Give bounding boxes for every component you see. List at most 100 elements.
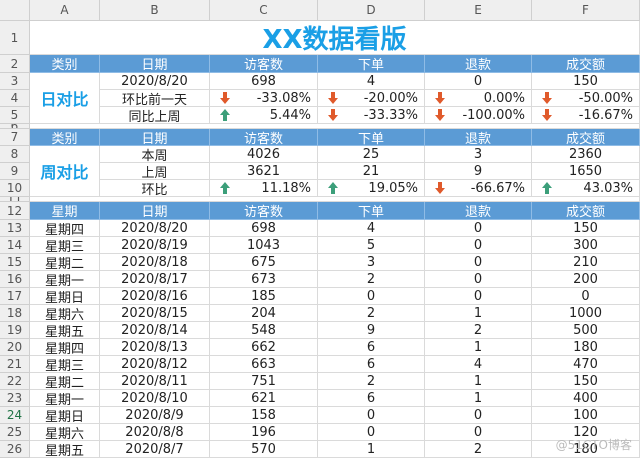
- cell[interactable]: -50.00%: [532, 90, 640, 107]
- cell[interactable]: 180: [532, 339, 640, 356]
- cell[interactable]: 2020/8/10: [100, 390, 210, 407]
- cell[interactable]: 4: [318, 220, 425, 237]
- cell[interactable]: 2020/8/18: [100, 254, 210, 271]
- cell[interactable]: 196: [210, 424, 318, 441]
- cell[interactable]: 0: [318, 424, 425, 441]
- cell[interactable]: 2: [318, 305, 425, 322]
- cell[interactable]: 4026: [210, 146, 318, 163]
- cell[interactable]: 0: [425, 271, 532, 288]
- row-header[interactable]: 10: [0, 180, 30, 197]
- cell[interactable]: 星期一: [30, 271, 100, 288]
- cell[interactable]: 6: [318, 339, 425, 356]
- row-header[interactable]: 21: [0, 356, 30, 373]
- cell[interactable]: 0: [425, 288, 532, 305]
- cell[interactable]: 2020/8/12: [100, 356, 210, 373]
- cell[interactable]: 星期二: [30, 373, 100, 390]
- row-header[interactable]: 11: [0, 197, 30, 202]
- cell[interactable]: 663: [210, 356, 318, 373]
- cell[interactable]: 9: [425, 163, 532, 180]
- cell[interactable]: 星期三: [30, 237, 100, 254]
- cell[interactable]: 9: [318, 322, 425, 339]
- cell[interactable]: 本周: [100, 146, 210, 163]
- cell[interactable]: 185: [210, 288, 318, 305]
- cell[interactable]: 2020/8/8: [100, 424, 210, 441]
- row-header[interactable]: 6: [0, 124, 30, 129]
- cell[interactable]: 0: [425, 237, 532, 254]
- row-header[interactable]: 14: [0, 237, 30, 254]
- row-header[interactable]: 13: [0, 220, 30, 237]
- cell[interactable]: 2360: [532, 146, 640, 163]
- cell[interactable]: 673: [210, 271, 318, 288]
- row-header[interactable]: 17: [0, 288, 30, 305]
- cell[interactable]: 0: [425, 254, 532, 271]
- cell[interactable]: 1: [425, 390, 532, 407]
- cell[interactable]: 环比: [100, 180, 210, 197]
- cell[interactable]: 2: [318, 271, 425, 288]
- cell[interactable]: 5: [318, 237, 425, 254]
- cell[interactable]: 1: [318, 441, 425, 458]
- cell[interactable]: 0: [532, 288, 640, 305]
- row-header[interactable]: 26: [0, 441, 30, 458]
- cell[interactable]: 2020/8/20: [100, 220, 210, 237]
- column-header[interactable]: F: [532, 0, 640, 21]
- cell[interactable]: 548: [210, 322, 318, 339]
- cell[interactable]: 11.18%: [210, 180, 318, 197]
- cell[interactable]: 21: [318, 163, 425, 180]
- cell[interactable]: -20.00%: [318, 90, 425, 107]
- column-header[interactable]: C: [210, 0, 318, 21]
- cell[interactable]: 400: [532, 390, 640, 407]
- cell[interactable]: 星期六: [30, 305, 100, 322]
- cell[interactable]: 0: [318, 288, 425, 305]
- cell[interactable]: 星期五: [30, 322, 100, 339]
- cell[interactable]: 570: [210, 441, 318, 458]
- cell[interactable]: 4: [318, 73, 425, 90]
- cell[interactable]: -33.33%: [318, 107, 425, 124]
- column-header[interactable]: E: [425, 0, 532, 21]
- cell[interactable]: 19.05%: [318, 180, 425, 197]
- cell[interactable]: 2: [425, 441, 532, 458]
- row-header[interactable]: 15: [0, 254, 30, 271]
- cell[interactable]: 3: [425, 146, 532, 163]
- cell[interactable]: 0: [425, 220, 532, 237]
- cell[interactable]: 300: [532, 237, 640, 254]
- cell[interactable]: 1: [425, 373, 532, 390]
- cell[interactable]: 0: [318, 407, 425, 424]
- cell[interactable]: 星期日: [30, 288, 100, 305]
- cell[interactable]: 4: [425, 356, 532, 373]
- cell[interactable]: 1000: [532, 305, 640, 322]
- cell[interactable]: 星期六: [30, 424, 100, 441]
- cell[interactable]: 150: [532, 73, 640, 90]
- cell[interactable]: 2020/8/15: [100, 305, 210, 322]
- cell[interactable]: 1043: [210, 237, 318, 254]
- cell[interactable]: 675: [210, 254, 318, 271]
- row-header[interactable]: 7: [0, 129, 30, 146]
- cell[interactable]: 43.03%: [532, 180, 640, 197]
- cell[interactable]: 星期日: [30, 407, 100, 424]
- cell[interactable]: 2020/8/14: [100, 322, 210, 339]
- cell[interactable]: 662: [210, 339, 318, 356]
- cell[interactable]: 2020/8/17: [100, 271, 210, 288]
- cell[interactable]: 星期一: [30, 390, 100, 407]
- row-header[interactable]: 3: [0, 73, 30, 90]
- row-header[interactable]: 5: [0, 107, 30, 124]
- cell[interactable]: 150: [532, 220, 640, 237]
- cell[interactable]: 100: [532, 407, 640, 424]
- cell[interactable]: 2020/8/11: [100, 373, 210, 390]
- row-header[interactable]: 22: [0, 373, 30, 390]
- cell[interactable]: 星期四: [30, 220, 100, 237]
- cell[interactable]: 2020/8/7: [100, 441, 210, 458]
- cell[interactable]: 环比前一天: [100, 90, 210, 107]
- cell[interactable]: 500: [532, 322, 640, 339]
- row-header[interactable]: 23: [0, 390, 30, 407]
- row-header[interactable]: 12: [0, 202, 30, 220]
- cell[interactable]: 698: [210, 73, 318, 90]
- cell[interactable]: 0.00%: [425, 90, 532, 107]
- cell[interactable]: 210: [532, 254, 640, 271]
- cell[interactable]: -16.67%: [532, 107, 640, 124]
- row-header[interactable]: 18: [0, 305, 30, 322]
- cell[interactable]: 751: [210, 373, 318, 390]
- cell[interactable]: 2020/8/13: [100, 339, 210, 356]
- cell[interactable]: 0: [425, 73, 532, 90]
- cell[interactable]: 0: [425, 407, 532, 424]
- cell[interactable]: 621: [210, 390, 318, 407]
